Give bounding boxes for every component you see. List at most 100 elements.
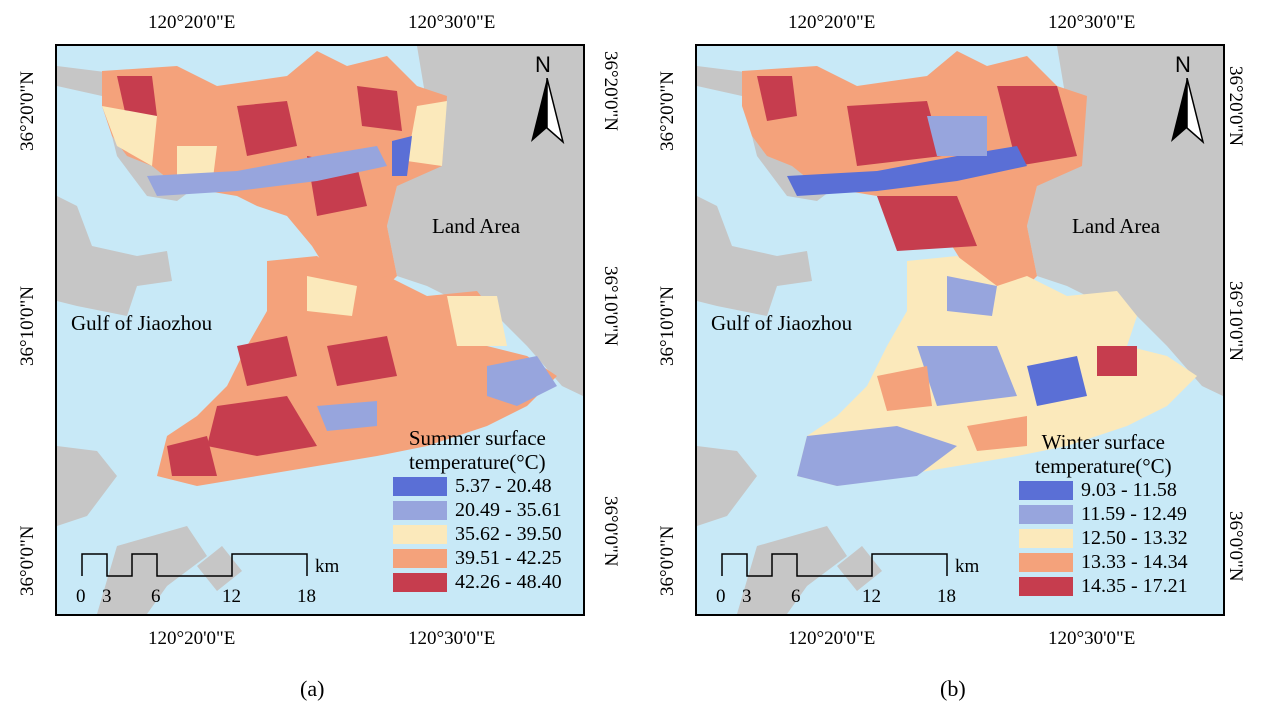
legend-swatch — [1019, 504, 1073, 524]
land-southwest — [697, 446, 757, 526]
map-frame: Land Area Gulf of Jiaozhou N Summer surf… — [55, 44, 585, 616]
legend-range: 13.33 - 14.34 — [1081, 550, 1188, 573]
legend-item: 20.49 - 35.61 — [393, 498, 562, 522]
scale-tick: 0 — [76, 586, 86, 607]
lat-label-left-3: 36°0'0"N — [657, 525, 678, 597]
north-arrow: N — [527, 52, 567, 145]
land-south-island — [737, 526, 847, 614]
legend-swatch — [1019, 528, 1073, 548]
lat-label-left-1: 36°20'0"N — [657, 71, 678, 151]
lon-label-bottom-1: 120°20'0"E — [148, 628, 236, 649]
land-west-peninsula — [697, 196, 812, 316]
patch — [327, 336, 397, 386]
north-letter: N — [535, 52, 551, 77]
legend-range: 35.62 - 39.50 — [455, 522, 562, 545]
patch — [317, 401, 377, 431]
lat-label-right-3: 36°0'0"N — [1225, 511, 1246, 582]
patch — [392, 136, 412, 176]
map-canvas — [57, 46, 583, 614]
patch — [487, 356, 557, 406]
land-small-island — [197, 546, 242, 591]
patch — [207, 396, 317, 456]
lat-label-left-2: 36°10'0"N — [17, 286, 38, 366]
legend-range: 20.49 - 35.61 — [455, 498, 562, 521]
land-west-peninsula — [57, 196, 172, 316]
scale-tick: 18 — [937, 586, 956, 607]
legend-item: 5.37 - 20.48 — [393, 474, 562, 498]
legend-item: 13.33 - 14.34 — [1019, 550, 1188, 574]
scale-tick: 3 — [742, 586, 752, 607]
legend-range: 42.26 - 48.40 — [455, 570, 562, 593]
legend-item: 11.59 - 12.49 — [1019, 502, 1188, 526]
map-frame: Land Area Gulf of Jiaozhou N Winter surf… — [695, 44, 1225, 616]
patch — [927, 116, 987, 156]
scale-tick: 0 — [716, 586, 726, 607]
lon-label-bottom-2: 120°30'0"E — [408, 628, 496, 649]
patch — [947, 276, 997, 316]
legend-item: 14.35 - 17.21 — [1019, 574, 1188, 598]
gulf-label: Gulf of Jiaozhou — [71, 311, 213, 335]
legend-swatch — [393, 524, 447, 544]
gulf-label: Gulf of Jiaozhou — [711, 311, 853, 335]
patch — [102, 106, 157, 166]
patch — [1027, 356, 1087, 406]
north-arrow-icon — [1171, 78, 1205, 145]
panel-label: (a) — [300, 676, 325, 701]
scale-bar — [721, 553, 948, 577]
patch — [917, 346, 1017, 406]
patch — [967, 416, 1027, 451]
scale-tick: 6 — [151, 586, 161, 607]
patch — [307, 276, 357, 316]
legend-range: 11.59 - 12.49 — [1081, 502, 1187, 525]
lon-label-top-1: 120°20'0"E — [788, 12, 876, 33]
legend-range: 14.35 - 17.21 — [1081, 574, 1188, 597]
north-arrow-icon — [531, 78, 565, 145]
north-letter: N — [1175, 52, 1191, 77]
lon-label-top-1: 120°20'0"E — [148, 12, 236, 33]
legend-item: 12.50 - 13.32 — [1019, 526, 1188, 550]
land-small-island — [837, 546, 882, 591]
legend-swatch — [393, 476, 447, 496]
river-corridor — [147, 146, 387, 196]
legend-item: 9.03 - 11.58 — [1019, 478, 1188, 502]
legend-range: 5.37 - 20.48 — [455, 474, 552, 497]
legend-title-line1: Summer surface — [408, 426, 546, 450]
legend: Summer surface temperature(°C) 5.37 - 20… — [393, 426, 562, 594]
patch — [847, 101, 942, 166]
patch — [757, 76, 797, 121]
patch — [877, 196, 977, 251]
legend-swatch — [393, 548, 447, 568]
scale-tick: 18 — [297, 586, 316, 607]
lat-label-right-2: 36°10'0"N — [600, 266, 621, 346]
lat-label-right-1: 36°20'0"N — [600, 51, 621, 131]
legend-item: 39.51 - 42.25 — [393, 546, 562, 570]
legend-title-line1: Winter surface — [1041, 430, 1165, 454]
land-south-island — [97, 526, 207, 614]
lat-label-left-3: 36°0'0"N — [17, 525, 38, 597]
patch — [117, 76, 157, 121]
legend-range: 12.50 - 13.32 — [1081, 526, 1188, 549]
scale-unit: km — [315, 556, 340, 577]
patch — [357, 86, 402, 131]
patch — [877, 366, 932, 411]
land-area-label: Land Area — [1072, 214, 1161, 238]
legend-range: 9.03 - 11.58 — [1081, 478, 1177, 501]
lon-label-bottom-2: 120°30'0"E — [1048, 628, 1136, 649]
scale-unit: km — [955, 556, 980, 577]
river-corridor — [787, 146, 1027, 196]
north-arrow: N — [1167, 52, 1207, 145]
scale-tick: 12 — [222, 586, 241, 607]
warm-patches — [877, 346, 1137, 451]
cool-patches — [147, 136, 557, 431]
scale-bar — [81, 553, 308, 577]
lon-label-top-2: 120°30'0"E — [1048, 12, 1136, 33]
legend-swatch — [393, 572, 447, 592]
land-area-label: Land Area — [432, 214, 521, 238]
patch — [797, 426, 957, 486]
lat-label-left-1: 36°20'0"N — [17, 71, 38, 151]
legend-swatch — [393, 500, 447, 520]
patch — [167, 436, 217, 476]
scale-tick: 3 — [102, 586, 112, 607]
patch — [237, 101, 297, 156]
legend-item: 42.26 - 48.40 — [393, 570, 562, 594]
